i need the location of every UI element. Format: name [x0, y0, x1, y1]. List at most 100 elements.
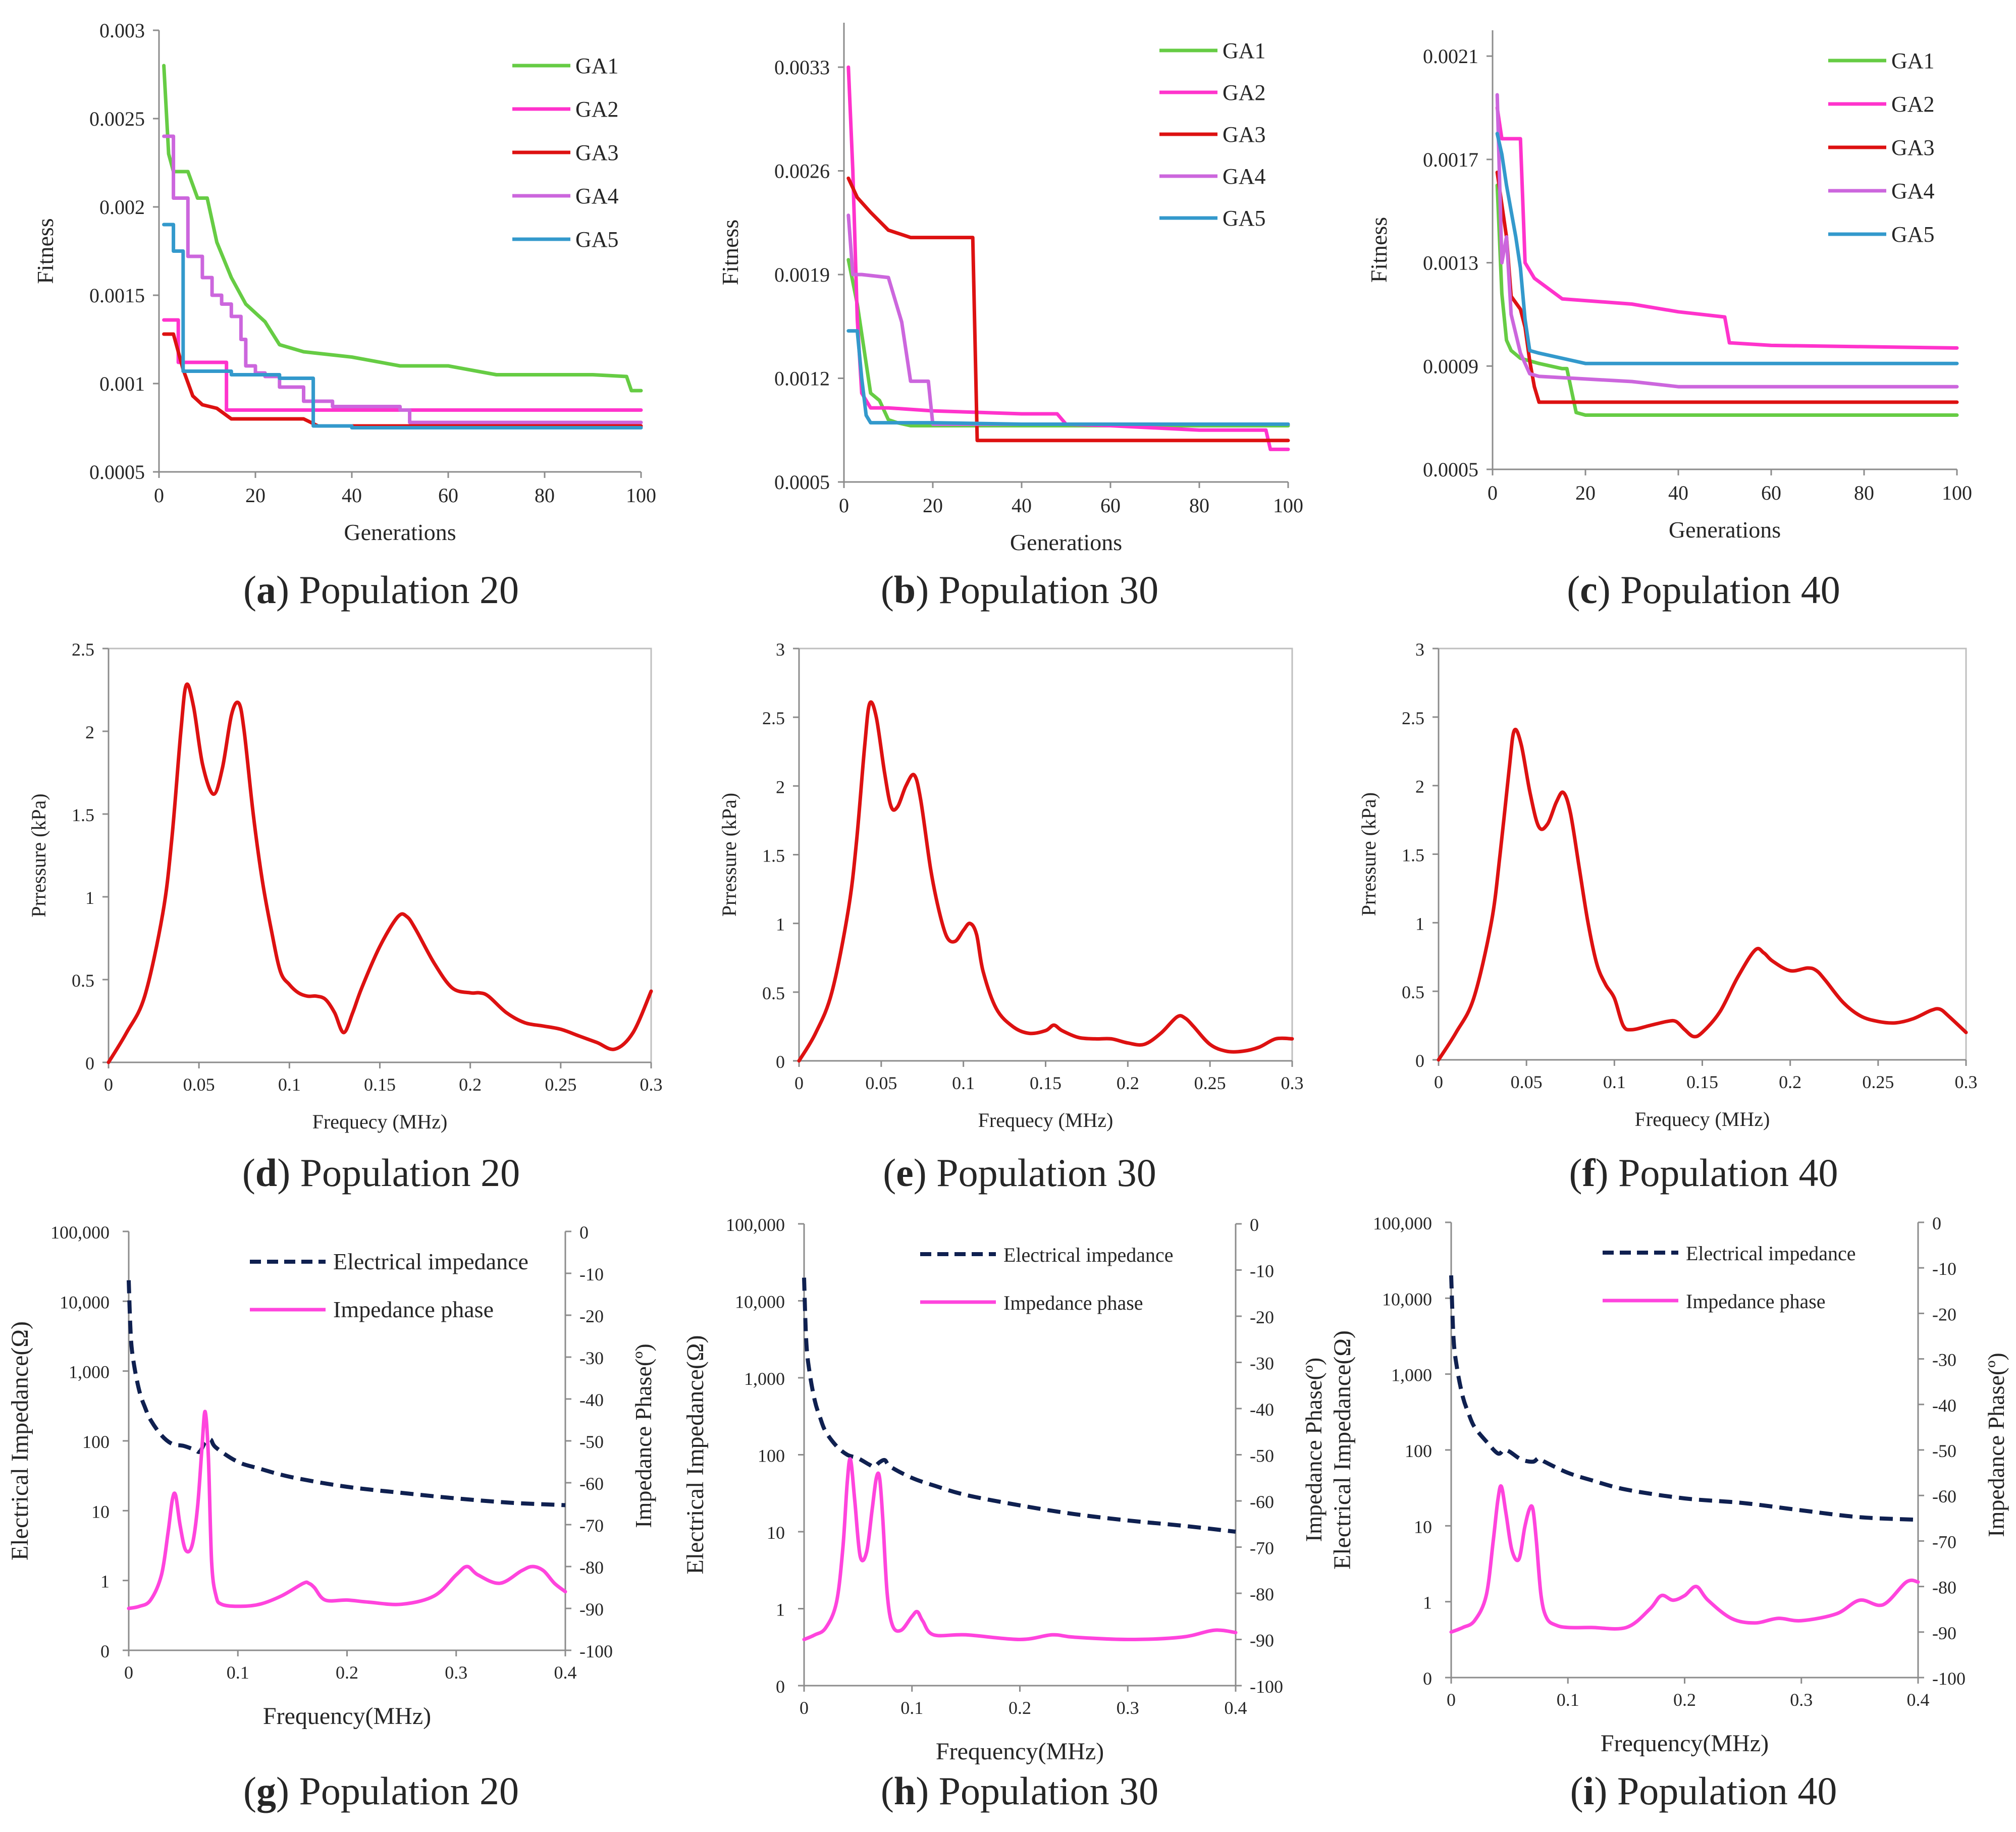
y2-tick-label: -10 [1250, 1261, 1274, 1281]
x-tick-label: 0 [800, 1698, 809, 1718]
legend-label-impedance-phase: Impedance phase [333, 1297, 494, 1322]
series-line-ga5 [162, 223, 643, 429]
legend-label-ga4: GA4 [575, 184, 619, 208]
panel-letter: b [894, 568, 916, 612]
x-axis-title: Frequecy (MHz) [978, 1109, 1113, 1131]
y-tick-label: 2.5 [72, 639, 94, 660]
x-tick-label: 0.1 [1603, 1072, 1626, 1092]
series-line-electrical-impedance [802, 1277, 1236, 1534]
x-tick-label: 0.2 [1009, 1698, 1031, 1718]
y-tick-label: 1 [776, 914, 785, 935]
y-tick-label: 0 [85, 1053, 94, 1073]
x-tick-label: 0.4 [1907, 1690, 1930, 1710]
panel-letter: c [1580, 568, 1598, 612]
legend-label-ga1: GA1 [575, 53, 619, 78]
y-tick-label: 1,000 [1391, 1365, 1432, 1385]
y2-tick-label: -90 [579, 1599, 604, 1620]
x-tick-label: 0.2 [459, 1074, 482, 1095]
panel-caption-text: Population 30 [936, 1151, 1156, 1195]
y-tick-label: 10,000 [60, 1292, 110, 1312]
x-tick-label: 80 [535, 484, 555, 507]
panel-caption: (g) Population 20 [243, 1769, 519, 1813]
y-tick-label: 1 [1423, 1593, 1432, 1613]
chart-e: 0 0.05 0.1 0.15 0.2 0.25 0.3 0 0.5 1 1.5 2 2.5 3 Frequ… [718, 639, 1304, 1195]
chart-a: 0 20 40 60 80 100 0.0005 0.001 0.0015 0.002 0.0025… [32, 19, 656, 612]
y-tick-label: 0.0005 [1423, 458, 1478, 481]
y2-tick-label: -40 [1250, 1399, 1274, 1420]
legend-label-ga4: GA4 [1223, 164, 1266, 189]
y2-tick-label: 0 [1932, 1213, 1941, 1233]
y-tick-label: 10,000 [735, 1292, 785, 1312]
series-line-ga1 [162, 64, 643, 393]
y-tick-label: 2.5 [1402, 708, 1424, 728]
series-line-pressure [107, 682, 653, 1064]
panel-caption-text: Population 20 [299, 568, 519, 612]
x-tick-label: 40 [1012, 494, 1032, 517]
y2-tick-label: -100 [579, 1641, 613, 1661]
series-line-ga5 [1495, 132, 1959, 365]
y-tick-label: 100,000 [1373, 1213, 1432, 1233]
x-tick-label: 0.2 [1673, 1690, 1696, 1710]
x-tick-label: 100 [1942, 481, 1972, 504]
x-tick-label: 0.15 [364, 1074, 396, 1095]
panel-caption: (h) Population 30 [881, 1769, 1158, 1813]
x-tick-label: 0.1 [952, 1073, 975, 1093]
chart-h: 0 0.1 0.2 0.3 0.4 0 1 10 100 1,000 10,000 100,000 0 -… [682, 1215, 1327, 1813]
panel-caption-text: Population 40 [1617, 1769, 1837, 1813]
y-tick-label: 0.003 [99, 19, 145, 42]
legend-label-ga3: GA3 [575, 140, 619, 165]
y-axis-title: Fitness [1366, 217, 1392, 283]
x-tick-label: 40 [1668, 481, 1688, 504]
y-tick-label: 2 [1415, 777, 1424, 797]
y2-tick-label: -90 [1932, 1623, 1956, 1643]
y2-tick-label: -60 [1932, 1486, 1956, 1506]
y2-axis-title: Impedance Phase(º) [630, 1343, 656, 1528]
panel-caption-text: Population 40 [1618, 1151, 1838, 1195]
y2-tick-label: -20 [1932, 1304, 1956, 1324]
x-axis-title: Generations [1669, 517, 1781, 543]
x-tick-label: 0 [794, 1073, 804, 1093]
x-tick-label: 0 [104, 1074, 113, 1095]
panel-caption-text: Population 20 [299, 1769, 519, 1813]
y2-tick-label: -80 [579, 1557, 604, 1578]
x-tick-label: 20 [245, 484, 266, 507]
series-line-ga1 [846, 258, 1290, 427]
y-tick-label: 10 [767, 1523, 785, 1543]
panel-caption-text: Population 40 [1620, 568, 1840, 612]
x-tick-label: 0.1 [278, 1074, 301, 1095]
panel-letter: h [894, 1769, 916, 1813]
x-tick-label: 40 [342, 484, 362, 507]
x-tick-label: 60 [1100, 494, 1121, 517]
y2-tick-label: -100 [1250, 1677, 1283, 1697]
y-tick-label: 2.5 [762, 708, 785, 728]
y2-tick-label: -100 [1932, 1668, 1966, 1689]
y-tick-label: 1,000 [744, 1369, 785, 1389]
y-tick-label: 1.5 [762, 846, 785, 866]
x-tick-label: 60 [438, 484, 458, 507]
x-tick-label: 100 [1273, 494, 1303, 517]
x-axis-title: Generations [344, 519, 456, 545]
x-tick-label: 100 [626, 484, 656, 507]
x-tick-label: 80 [1854, 481, 1874, 504]
x-tick-label: 0.05 [183, 1074, 215, 1095]
x-axis-title: Frequency(MHz) [263, 1703, 431, 1730]
y-axis-title: Prressure (kPa) [718, 793, 740, 917]
y-tick-label: 0.001 [99, 372, 145, 395]
y2-tick-label: -30 [1932, 1350, 1956, 1370]
series-line-ga4 [1495, 93, 1959, 389]
plot-frame [108, 648, 652, 1063]
x-tick-label: 0.1 [227, 1662, 249, 1683]
x-tick-label: 0.2 [1117, 1073, 1139, 1093]
series-line-impedance-phase [802, 1457, 1238, 1641]
chart-d: 0 0.05 0.1 0.15 0.2 0.25 0.3 0 0.5 1 1.5 2 2.5 Freque… [27, 639, 663, 1195]
y2-tick-label: -20 [579, 1306, 604, 1326]
x-axis-title: Frequency(MHz) [936, 1738, 1104, 1765]
y-tick-label: 100 [1405, 1441, 1432, 1461]
x-tick-label: 0 [1488, 481, 1498, 504]
y-axis-title: Electrical Impedance(Ω) [1329, 1330, 1356, 1570]
x-tick-label: 0.25 [1194, 1073, 1226, 1093]
chart-f: 0 0.05 0.1 0.15 0.2 0.25 0.3 0 0.5 1 1.5 2 2.5 3 Frequ… [1357, 639, 1978, 1195]
y-tick-label: 100 [758, 1446, 785, 1466]
x-tick-label: 0.3 [1117, 1698, 1139, 1718]
